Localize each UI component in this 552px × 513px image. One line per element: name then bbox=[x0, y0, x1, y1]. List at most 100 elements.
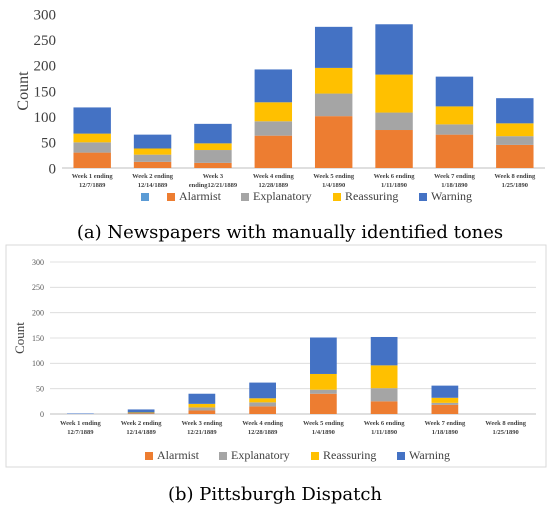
bar-explanatory-week-2 bbox=[133, 154, 172, 162]
bar-warning-week-1 bbox=[67, 413, 94, 414]
bar-reassuring-week-7 bbox=[431, 397, 459, 403]
y-tick-label: 250 bbox=[34, 33, 57, 49]
bar-explanatory-week-8 bbox=[496, 136, 534, 145]
bar-alarmist-week-3 bbox=[188, 410, 216, 414]
bar-warning-week-1 bbox=[73, 107, 111, 134]
x-tick-label-line1: Week 5 ending bbox=[313, 173, 355, 180]
bar-alarmist-week-7 bbox=[431, 404, 459, 414]
bar-explanatory-week-6 bbox=[375, 112, 413, 131]
bar-warning-week-6 bbox=[375, 24, 413, 75]
y-tick-label: 50 bbox=[36, 384, 44, 393]
legend-label: Warning bbox=[409, 448, 450, 462]
bar-alarmist-week-2 bbox=[133, 161, 172, 168]
x-tick-label-line1: Week 7 ending bbox=[434, 173, 476, 180]
x-tick-label-line1: Week 4 ending bbox=[253, 173, 295, 180]
y-tick-label: 300 bbox=[34, 7, 57, 23]
bar-warning-week-3 bbox=[194, 123, 232, 144]
x-tick-label-line2: 12/14/1889 bbox=[126, 429, 156, 436]
bar-reassuring-week-1 bbox=[73, 133, 111, 143]
bar-warning-week-5 bbox=[310, 337, 337, 374]
x-tick-label-line1: Week 4 ending bbox=[242, 420, 284, 427]
legend-label: Explanatory bbox=[253, 189, 312, 203]
bar-explanatory-week-3 bbox=[188, 407, 216, 411]
bar-explanatory-week-2 bbox=[127, 412, 155, 414]
bar-alarmist-week-7 bbox=[435, 134, 474, 168]
bar-reassuring-week-3 bbox=[194, 143, 232, 151]
x-tick-label-line2: 12/28/1889 bbox=[259, 182, 289, 189]
x-tick-label-line1: Week 7 ending bbox=[424, 420, 466, 427]
legend-label: Reassuring bbox=[323, 448, 376, 462]
bar-reassuring-week-3 bbox=[188, 403, 216, 408]
y-tick-label: 0 bbox=[40, 410, 44, 419]
x-tick-label-line1: Week 2 ending bbox=[121, 420, 163, 427]
bar-explanatory-week-7 bbox=[431, 402, 459, 405]
y-tick-label: 100 bbox=[34, 110, 57, 126]
x-tick-label-line2: 1/4/1890 bbox=[312, 429, 335, 436]
y-tick-label: 250 bbox=[32, 283, 44, 292]
bar-explanatory-week-4 bbox=[249, 402, 276, 407]
x-tick-label-line2: 1/18/1890 bbox=[432, 429, 458, 436]
x-tick-label-line1: Week 2 ending bbox=[132, 173, 174, 180]
bar-explanatory-week-1 bbox=[73, 142, 111, 153]
x-tick-label-line1: Week 5 ending bbox=[303, 420, 345, 427]
x-tick-label-line1: Week 6 ending bbox=[374, 173, 416, 180]
chart-newspapers-tones: 0 50 100 150 200 250 300 Count Week 1 ending 12/7… bbox=[15, 7, 545, 203]
legend-label: Alarmist bbox=[157, 448, 200, 462]
chart-frame bbox=[5, 244, 547, 468]
legend-swatch bbox=[219, 452, 227, 460]
x-tick-label-line2: 12/21/1889 bbox=[187, 429, 217, 436]
bar-alarmist-week-4 bbox=[254, 135, 293, 168]
legend-swatch bbox=[397, 452, 405, 460]
bar-reassuring-week-7 bbox=[435, 106, 474, 125]
x-tick-label-line2: 12/14/1889 bbox=[138, 182, 168, 189]
bar-alarmist-week-5 bbox=[310, 393, 337, 414]
bar-alarmist-week-5 bbox=[314, 116, 353, 168]
legend-label: Alarmist bbox=[179, 189, 222, 203]
x-tick-label-line2: 1/25/1890 bbox=[492, 429, 518, 436]
x-tick-label-line2: 1/11/1890 bbox=[381, 182, 407, 189]
bar-reassuring-week-4 bbox=[249, 398, 276, 403]
bar-explanatory-week-3 bbox=[194, 150, 232, 163]
bar-alarmist-week-3 bbox=[194, 162, 232, 168]
y-tick-label: 50 bbox=[41, 136, 56, 152]
bar-reassuring-week-6 bbox=[375, 74, 413, 113]
bar-warning-week-7 bbox=[431, 385, 459, 398]
y-tick-label: 150 bbox=[34, 84, 57, 100]
bar-alarmist-week-6 bbox=[370, 401, 398, 414]
x-tick-label-line1: Week 8 ending bbox=[494, 173, 536, 180]
x-tick-label-line1: Week 6 ending bbox=[364, 420, 406, 427]
bar-warning-week-4 bbox=[254, 69, 293, 103]
bar-reassuring-week-2 bbox=[127, 412, 155, 413]
x-tick-label-line2: 1/4/1890 bbox=[322, 182, 345, 189]
legend-label: Reassuring bbox=[345, 189, 398, 203]
bar-reassuring-week-8 bbox=[496, 123, 534, 137]
bar-explanatory-week-5 bbox=[310, 389, 337, 394]
x-tick-label-line2: 1/11/1890 bbox=[371, 429, 397, 436]
bar-warning-week-6 bbox=[370, 336, 398, 366]
x-tick-label-line2: 1/25/1890 bbox=[502, 182, 528, 189]
legend-swatch bbox=[311, 452, 319, 460]
chart-pittsburgh-dispatch: 0 50 100 150 200 250 300 Count Week 1 ending 12/7… bbox=[5, 244, 547, 468]
bar-warning-week-2 bbox=[127, 409, 155, 413]
legend-label: Warning bbox=[431, 189, 472, 203]
bar-explanatory-week-5 bbox=[314, 93, 353, 117]
x-tick-label-line1: Week 8 ending bbox=[485, 420, 527, 427]
bar-warning-week-3 bbox=[188, 393, 216, 404]
x-tick-label-line1: Week 1 ending bbox=[60, 420, 102, 427]
bar-reassuring-week-6 bbox=[370, 365, 398, 389]
bar-reassuring-week-5 bbox=[310, 373, 337, 390]
legend-swatch bbox=[419, 193, 427, 201]
legend-swatch bbox=[241, 193, 249, 201]
bar-explanatory-week-4 bbox=[254, 121, 293, 136]
x-tick-label-line2: 12/28/1889 bbox=[248, 429, 278, 436]
x-tick-label-line2: 12/7/1889 bbox=[67, 429, 94, 436]
bar-explanatory-week-6 bbox=[370, 388, 398, 402]
legend-swatch bbox=[167, 193, 175, 201]
y-tick-label: 0 bbox=[49, 161, 57, 177]
caption-chart-b: (b) Pittsburgh Dispatch bbox=[168, 484, 382, 505]
x-tick-label-line2: 1/18/1890 bbox=[441, 182, 467, 189]
y-tick-label: 200 bbox=[34, 59, 57, 75]
bar-warning-week-5 bbox=[314, 26, 353, 68]
x-tick-label-line2: ending12/21/1889 bbox=[189, 182, 238, 189]
